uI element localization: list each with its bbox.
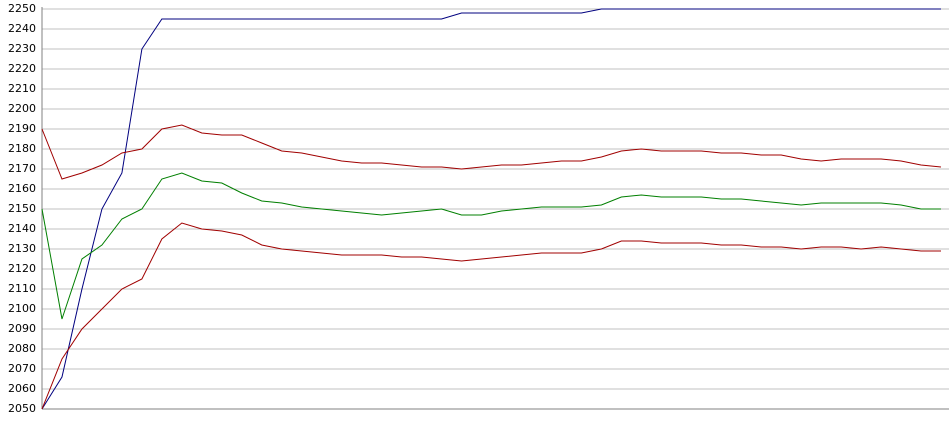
y-tick-label: 2210 bbox=[8, 82, 36, 95]
y-tick-label: 2250 bbox=[8, 2, 36, 15]
y-tick-label: 2230 bbox=[8, 42, 36, 55]
y-tick-label: 2190 bbox=[8, 122, 36, 135]
y-tick-label: 2070 bbox=[8, 362, 36, 375]
y-tick-label: 2110 bbox=[8, 282, 36, 295]
y-tick-label: 2090 bbox=[8, 322, 36, 335]
y-tick-label: 2170 bbox=[8, 162, 36, 175]
y-tick-label: 2140 bbox=[8, 222, 36, 235]
series-line bbox=[41, 172, 941, 320]
series-line bbox=[41, 8, 941, 410]
y-tick-label: 2100 bbox=[8, 302, 36, 315]
y-tick-label: 2160 bbox=[8, 182, 36, 195]
y-tick-label: 2180 bbox=[8, 142, 36, 155]
y-tick-label: 2200 bbox=[8, 102, 36, 115]
series-line bbox=[41, 222, 941, 410]
series-line bbox=[41, 124, 942, 180]
y-tick-label: 2220 bbox=[8, 62, 36, 75]
y-tick-label: 2050 bbox=[8, 402, 36, 415]
y-tick-label: 2150 bbox=[8, 202, 36, 215]
y-tick-label: 2240 bbox=[8, 22, 36, 35]
y-tick-label: 2060 bbox=[8, 382, 36, 395]
y-tick-label: 2130 bbox=[8, 242, 36, 255]
y-tick-label: 2080 bbox=[8, 342, 36, 355]
y-tick-label: 2120 bbox=[8, 262, 36, 275]
